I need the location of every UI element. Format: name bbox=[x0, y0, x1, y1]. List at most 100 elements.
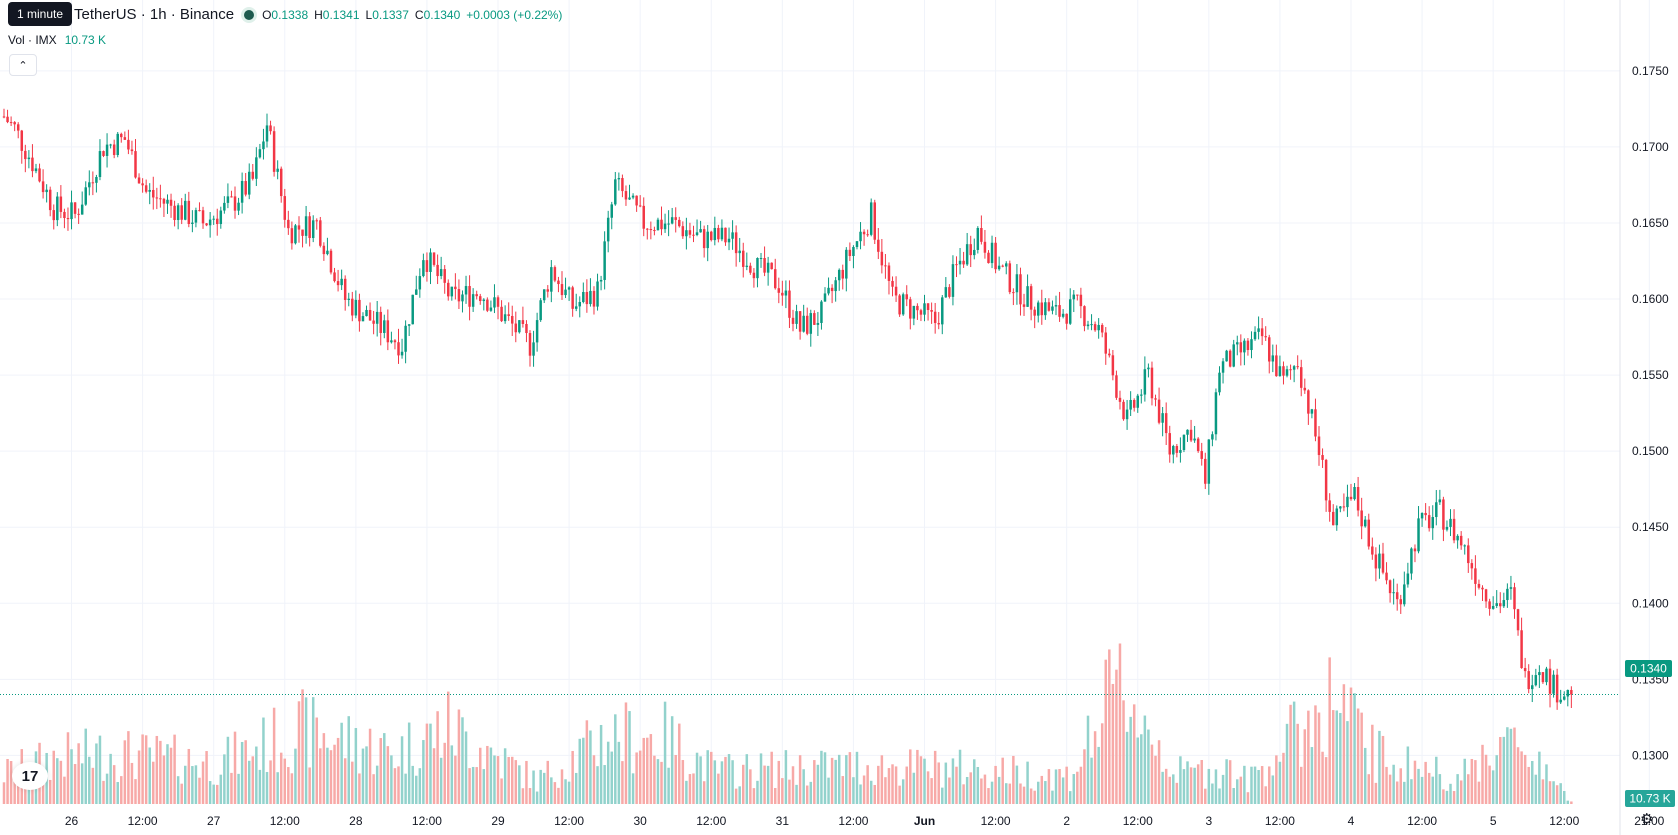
candle-body bbox=[1019, 274, 1022, 305]
volume-bar bbox=[1349, 687, 1353, 804]
candle-body bbox=[1292, 366, 1296, 370]
collapse-legend-button[interactable]: ⌃ bbox=[9, 54, 37, 76]
volume-bar bbox=[1097, 746, 1100, 804]
candle-body bbox=[962, 260, 965, 265]
volume-bar bbox=[187, 748, 191, 804]
candle-body bbox=[73, 202, 77, 214]
volume-bar bbox=[1499, 737, 1502, 804]
volume-bar bbox=[923, 758, 926, 804]
volume-bar bbox=[656, 759, 660, 804]
volume-bar bbox=[919, 756, 923, 804]
candle-body bbox=[457, 289, 461, 302]
candle-body bbox=[166, 199, 169, 204]
candle-body bbox=[1541, 672, 1545, 683]
candle-body bbox=[208, 219, 212, 226]
volume-bar bbox=[1516, 747, 1520, 804]
volume-bar bbox=[830, 757, 834, 804]
candle-body bbox=[930, 310, 933, 312]
candle-body bbox=[219, 210, 223, 225]
candle-body bbox=[976, 228, 980, 250]
volume-bar bbox=[1477, 781, 1481, 804]
candle-body bbox=[1566, 689, 1570, 697]
volume-bar bbox=[1218, 788, 1221, 804]
candle-body bbox=[386, 320, 390, 343]
candle-body bbox=[1218, 372, 1221, 393]
candle-body bbox=[1239, 342, 1243, 353]
candle-body bbox=[919, 310, 923, 315]
candle-body bbox=[1093, 324, 1097, 331]
candle-body bbox=[489, 307, 493, 311]
volume-bar bbox=[894, 766, 898, 804]
volume-bar bbox=[663, 701, 667, 804]
volume-bar bbox=[692, 773, 695, 804]
gear-icon[interactable]: ⚙ bbox=[1640, 811, 1654, 828]
volume-bar bbox=[486, 745, 489, 804]
candle-body bbox=[393, 340, 397, 343]
volume-bar bbox=[102, 780, 105, 804]
tradingview-logo[interactable]: 17 bbox=[12, 762, 48, 790]
volume-bar bbox=[1257, 769, 1260, 804]
volume-badge-text: 10.73 K bbox=[1629, 792, 1670, 806]
candle-body bbox=[717, 227, 720, 240]
candle-body bbox=[120, 133, 123, 138]
volume-bar bbox=[1420, 776, 1424, 804]
candle-body bbox=[301, 229, 304, 236]
candle-body bbox=[685, 230, 688, 237]
candle-body bbox=[795, 311, 798, 324]
candle-body bbox=[1076, 294, 1079, 296]
candle-body bbox=[184, 200, 187, 220]
volume-label[interactable]: Vol · IMX bbox=[8, 33, 57, 47]
volume-bar bbox=[294, 748, 297, 804]
candle-body bbox=[162, 198, 166, 204]
volume-bar bbox=[91, 767, 95, 804]
candle-body bbox=[987, 252, 990, 264]
candle-body bbox=[1509, 587, 1513, 589]
volume-bar bbox=[13, 780, 16, 804]
candle-body bbox=[155, 197, 159, 199]
x-tick-label: 28 bbox=[349, 814, 363, 828]
volume-bar bbox=[1207, 768, 1211, 804]
candle-body bbox=[1534, 675, 1538, 686]
y-tick-label: 0.1300 bbox=[1632, 748, 1669, 762]
market-status-icon[interactable] bbox=[244, 9, 255, 20]
candle-body bbox=[788, 290, 791, 318]
candle-body bbox=[539, 300, 542, 321]
candle-body bbox=[869, 202, 873, 235]
volume-bar bbox=[916, 749, 919, 804]
candle-body bbox=[137, 177, 141, 184]
volume-bar bbox=[63, 776, 66, 804]
candle-body bbox=[877, 239, 880, 252]
candle-body bbox=[169, 199, 173, 206]
volume-bar bbox=[1513, 727, 1516, 804]
volume-bar bbox=[834, 759, 837, 804]
volume-bar bbox=[1250, 766, 1253, 804]
volume-bar bbox=[980, 778, 983, 804]
volume-bar bbox=[1264, 786, 1267, 804]
chevron-up-icon: ⌃ bbox=[18, 59, 28, 72]
candle-body bbox=[237, 202, 240, 211]
candle-body bbox=[1353, 487, 1356, 500]
candle-body bbox=[422, 260, 425, 277]
candle-body bbox=[343, 278, 347, 300]
candle-body bbox=[31, 157, 34, 172]
candle-body bbox=[1132, 399, 1136, 408]
volume-bar bbox=[994, 765, 997, 804]
candle-body bbox=[1015, 274, 1019, 293]
volume-bar bbox=[1083, 749, 1086, 804]
candle-body bbox=[173, 205, 176, 221]
symbol-title[interactable]: TetherUS · 1h · Binance bbox=[74, 6, 235, 23]
candle-body bbox=[933, 311, 937, 324]
candle-body bbox=[1459, 535, 1463, 546]
candle-body bbox=[308, 216, 311, 239]
candle-body bbox=[1186, 429, 1189, 435]
candle-body bbox=[510, 315, 514, 324]
y-tick-label: 0.1400 bbox=[1632, 596, 1669, 610]
volume-bar bbox=[941, 787, 944, 804]
candle-body bbox=[887, 265, 891, 281]
candle-body bbox=[1083, 306, 1086, 327]
volume-bar bbox=[738, 786, 741, 804]
volume-bar bbox=[1253, 766, 1257, 804]
volume-bar bbox=[987, 788, 990, 804]
candle-body bbox=[752, 272, 756, 279]
